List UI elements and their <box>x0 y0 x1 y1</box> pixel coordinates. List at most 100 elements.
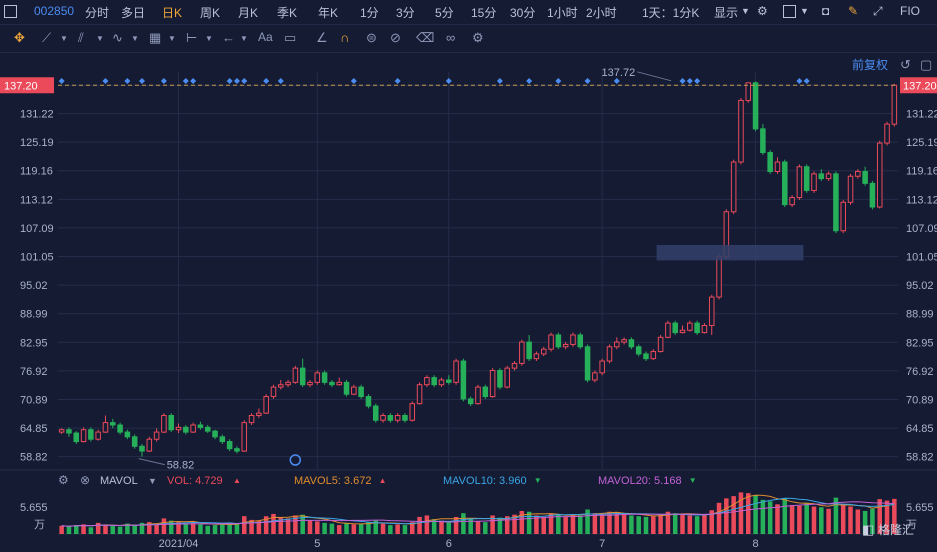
lock-icon[interactable]: ⊜ <box>366 30 377 45</box>
event-marker <box>277 78 284 84</box>
volume-bar <box>745 493 751 534</box>
y-tick-left: 64.85 <box>20 423 48 435</box>
range-tool-icon[interactable]: ⊢ <box>186 30 198 45</box>
volume-bar <box>833 497 839 534</box>
candle-body <box>66 429 72 434</box>
candle-body <box>803 166 810 191</box>
vol-series-label: MAVOL <box>100 475 138 487</box>
volume-bar <box>139 522 145 534</box>
volume-bar <box>110 525 116 534</box>
y-tick-left: 113.12 <box>20 194 53 206</box>
pencil-icon[interactable]: ✎ <box>848 4 859 18</box>
candle-body <box>782 161 788 206</box>
checkbox-icon[interactable] <box>783 4 796 19</box>
period-tab-1[interactable]: 多日 <box>121 6 146 20</box>
candlestick-chart[interactable]: 137.72 58.82 137.20 131.22 131.22 125.19 125.… <box>0 52 937 552</box>
chevron-down-icon[interactable]: ▼ <box>131 34 139 43</box>
period-tab-7[interactable]: 1分 <box>360 6 379 20</box>
event-marker <box>555 78 562 84</box>
settings-icon[interactable]: ⚙ <box>757 4 768 18</box>
candle-body <box>708 296 715 326</box>
link-icon[interactable]: ∞ <box>446 30 456 45</box>
interval-select[interactable]: 1天：1分K <box>642 6 700 20</box>
comment-icon[interactable]: ▭ <box>284 30 297 45</box>
candle-body <box>701 324 708 334</box>
sidebar-toggle-icon[interactable] <box>4 4 17 19</box>
display-select[interactable]: 显示 <box>714 6 739 20</box>
arrow-down-icon: ▼ <box>689 476 697 485</box>
brush-icon[interactable]: ∠ <box>316 30 328 45</box>
fio-label[interactable]: FIO <box>900 4 920 18</box>
trash-icon[interactable]: ⌫ <box>416 30 435 45</box>
arrow-tool-icon[interactable]: ← <box>222 30 235 45</box>
drawing-toolbar: ✥ ⟋ ▼ ⫽ ▼ ∿ ▼ ▦ ▼ ⊢ ▼ ← ▼ Aa ▭ ∠ ∩ ⊜ ⊘ ⌫… <box>0 25 937 53</box>
volume-bar <box>81 524 86 534</box>
period-tab-11[interactable]: 30分 <box>510 6 536 20</box>
candle-body <box>577 334 584 348</box>
y-tick-left: 58.82 <box>20 452 48 464</box>
period-tab-5[interactable]: 季K <box>277 6 298 20</box>
event-marker <box>241 78 248 84</box>
candle-body <box>570 334 576 345</box>
volume-bar <box>490 515 495 534</box>
gear-icon[interactable]: ⚙ <box>472 30 484 45</box>
period-tab-6[interactable]: 年K <box>318 6 339 20</box>
chevron-down-icon[interactable]: ▼ <box>741 6 750 16</box>
chevron-down-icon[interactable]: ▼ <box>168 34 176 43</box>
chevron-down-icon[interactable]: ▼ <box>96 34 104 43</box>
volume-bar <box>88 527 94 534</box>
hide-icon[interactable]: ⊘ <box>390 30 401 45</box>
volume-bar <box>760 499 766 534</box>
volume-bar <box>183 523 189 534</box>
period-tab-13[interactable]: 2小时 <box>586 6 617 20</box>
chevron-down-icon[interactable]: ▼ <box>205 34 213 43</box>
candle-body <box>811 173 817 191</box>
event-marker <box>679 78 686 84</box>
stock-code[interactable]: 002850 <box>34 4 75 18</box>
camera-icon[interactable]: ◘ <box>822 4 830 18</box>
candle-body <box>614 341 620 348</box>
event-marker <box>803 78 810 84</box>
period-tab-9[interactable]: 5分 <box>435 6 454 20</box>
event-marker <box>182 78 189 84</box>
volume-bar <box>278 516 284 534</box>
chevron-down-icon[interactable]: ▼ <box>60 34 68 43</box>
candle-body <box>497 370 503 388</box>
volume-bar <box>431 519 437 534</box>
measure-tool-icon[interactable]: ▦ <box>149 30 162 45</box>
volume-bar <box>388 525 393 534</box>
period-tab-10[interactable]: 15分 <box>471 6 497 20</box>
period-tab-8[interactable]: 3分 <box>396 6 415 20</box>
volume-bar <box>782 498 788 534</box>
chevron-down-icon[interactable]: ▼ <box>800 6 809 16</box>
candle-body <box>117 424 123 433</box>
period-tab-12[interactable]: 1小时 <box>547 6 578 20</box>
line-tool-icon[interactable]: ⟋ <box>42 30 52 45</box>
candle-body <box>372 405 379 421</box>
channel-tool-icon[interactable]: ⫽ <box>78 30 84 45</box>
volume-bar <box>285 518 291 534</box>
candle-body <box>555 334 562 348</box>
arrow-down-icon: ▼ <box>534 476 542 485</box>
candle-body <box>248 415 255 424</box>
volume-bar <box>468 519 473 534</box>
volume-bar <box>862 510 868 534</box>
crosshair-icon[interactable]: ✥ <box>14 30 25 45</box>
y-tick-right: 64.85 <box>906 423 934 435</box>
vol-ma-line <box>61 497 895 527</box>
fullscreen-icon[interactable]: ⤢ <box>873 4 883 18</box>
volume-bar <box>526 511 532 534</box>
magnet-icon[interactable]: ∩ <box>340 30 350 45</box>
period-tab-4[interactable]: 月K <box>238 6 259 20</box>
period-tab-0[interactable]: 分时 <box>85 6 110 20</box>
candle-body <box>351 386 357 395</box>
period-tab-2[interactable]: 日K <box>162 6 183 20</box>
candle-body <box>80 429 87 443</box>
volume-bar <box>453 516 459 534</box>
period-tab-3[interactable]: 周K <box>200 6 221 20</box>
text-tool[interactable]: Aa <box>258 30 273 44</box>
candle-body <box>88 429 94 440</box>
x-tick-label: 2021/04 <box>159 538 199 550</box>
wave-tool-icon[interactable]: ∿ <box>112 30 123 45</box>
chevron-down-icon[interactable]: ▼ <box>240 34 248 43</box>
